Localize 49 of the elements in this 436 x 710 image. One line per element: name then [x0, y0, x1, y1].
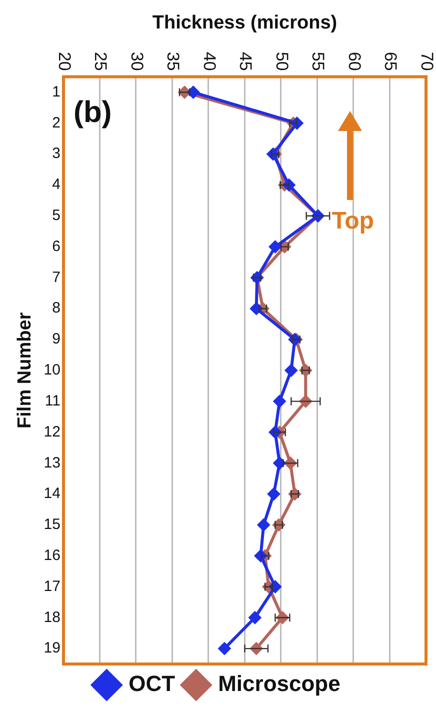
- y-tick-label: 3: [52, 145, 60, 162]
- legend-label: OCT: [128, 671, 176, 696]
- x-tick-label: 35: [164, 52, 183, 71]
- point: [268, 240, 282, 254]
- point: [299, 364, 312, 377]
- x-tick-label: 50: [272, 52, 292, 71]
- y-tick-label: 13: [44, 454, 60, 472]
- y-tick-label: 5: [52, 207, 60, 224]
- y-tick-label: 1: [52, 83, 60, 100]
- y-tick-label: 7: [52, 268, 60, 286]
- y-tick-label: 17: [44, 578, 60, 595]
- y-tick-label: 6: [52, 238, 60, 255]
- y-tick-label: 12: [44, 423, 60, 440]
- y-tick-label: 14: [44, 485, 60, 502]
- legend-label: Microscope: [218, 671, 340, 696]
- annotation: (b): [73, 96, 112, 130]
- y-tick-label: 15: [44, 516, 60, 534]
- x-tick-label: 65: [381, 52, 400, 71]
- y-tick-label: 10: [44, 362, 60, 379]
- annotation: Top: [332, 208, 374, 235]
- x-tick-label: 55: [308, 52, 328, 71]
- point: [272, 518, 286, 532]
- point: [288, 488, 302, 501]
- y-tick-label: 18: [44, 608, 60, 626]
- point: [257, 518, 270, 532]
- y-tick-label: 9: [52, 330, 60, 348]
- y-tick-label: 8: [52, 300, 60, 317]
- y-tick-label: 4: [52, 176, 60, 194]
- x-tick-label: 25: [91, 52, 110, 71]
- x-tick-label: 45: [236, 52, 256, 71]
- point: [186, 86, 200, 99]
- point: [248, 611, 262, 624]
- point: [218, 642, 231, 656]
- point: [273, 394, 286, 408]
- x-tick-label: 30: [127, 52, 146, 71]
- y-tick-label: 11: [44, 392, 60, 410]
- point: [278, 240, 292, 254]
- y-tick-label: 19: [44, 640, 60, 657]
- x-tick-label: 20: [54, 52, 74, 71]
- y-axis-title: Film Number: [14, 312, 36, 428]
- y-tick-label: 16: [44, 546, 60, 564]
- point: [267, 488, 280, 501]
- y-tick-label: 2: [52, 114, 60, 132]
- point: [273, 456, 286, 470]
- x-tick-label: 40: [200, 52, 219, 71]
- x-tick-label: 60: [344, 52, 364, 71]
- x-axis-title: Thickness (microns): [152, 12, 338, 34]
- x-tick-label: 70: [417, 52, 436, 71]
- point: [284, 364, 298, 377]
